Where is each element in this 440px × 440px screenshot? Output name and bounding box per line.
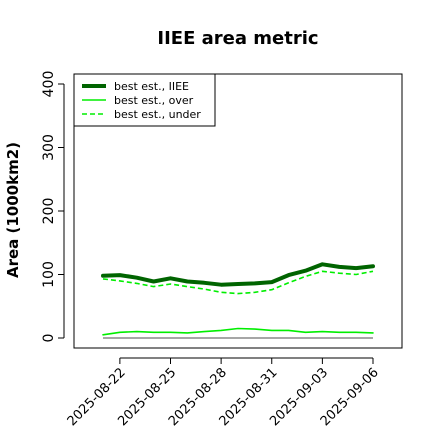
y-tick-label: 200 bbox=[41, 198, 57, 225]
y-tick-label: 100 bbox=[41, 261, 57, 288]
y-tick-label: 400 bbox=[41, 71, 57, 98]
plot-frame bbox=[73, 73, 403, 349]
chart-title: IIEE area metric bbox=[157, 28, 318, 49]
series-line bbox=[102, 327, 374, 336]
legend-label: best est., IIEE bbox=[114, 80, 189, 93]
series-line bbox=[101, 262, 375, 287]
series-line bbox=[102, 270, 374, 295]
y-axis-label: Area (1000km2) bbox=[4, 142, 22, 278]
x-axis: 2025-08-222025-08-252025-08-282025-08-31… bbox=[65, 357, 382, 429]
y-axis: 0 100 200 300 400 bbox=[41, 71, 65, 343]
legend-box bbox=[73, 73, 216, 127]
legend-label: best est., under bbox=[114, 108, 201, 121]
series-group bbox=[101, 262, 375, 339]
legend-label: best est., over bbox=[114, 94, 194, 107]
y-tick-label: 0 bbox=[41, 334, 57, 343]
y-tick-label: 300 bbox=[41, 134, 57, 161]
